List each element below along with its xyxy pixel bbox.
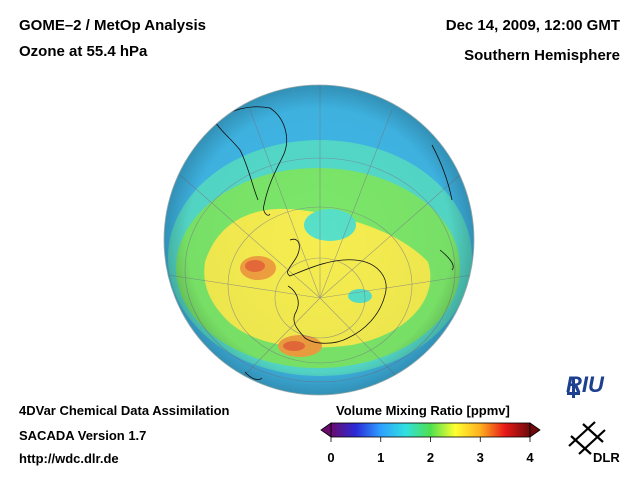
colorbar-tick-label: 3 xyxy=(476,450,484,465)
colorbar-tick-label: 0 xyxy=(327,450,335,465)
region-label: Southern Hemisphere xyxy=(464,47,620,64)
colorbar-min-arrow xyxy=(320,422,332,438)
analysis-datetime: Dec 14, 2009, 12:00 GMT xyxy=(445,17,620,34)
colorbar-tick-label: 2 xyxy=(426,450,435,465)
colorbar-max-arrow xyxy=(529,422,541,438)
website-link[interactable]: http://wdc.dlr.de xyxy=(19,451,119,466)
riu-logo-text: RIU xyxy=(566,372,604,397)
product-title: GOME–2 / MetOp Analysis xyxy=(19,17,206,34)
colorbar xyxy=(320,422,541,442)
dlr-logo-icon xyxy=(568,421,606,455)
colorbar-gradient xyxy=(330,422,531,438)
colorbar-tick-label: 1 xyxy=(377,450,385,465)
method-label: 4DVar Chemical Data Assimilation xyxy=(19,403,230,418)
globe-outline xyxy=(163,84,475,396)
colorbar-tick-label: 4 xyxy=(526,450,534,465)
version-label: SACADA Version 1.7 xyxy=(19,428,147,443)
globe-shading xyxy=(164,85,474,395)
dlr-logo-text: DLR xyxy=(593,450,620,465)
riu-logo-icon xyxy=(567,378,580,398)
product-subtitle: Ozone at 55.4 hPa xyxy=(19,43,148,60)
colorbar-title: Volume Mixing Ratio [ppmv] xyxy=(336,403,510,418)
